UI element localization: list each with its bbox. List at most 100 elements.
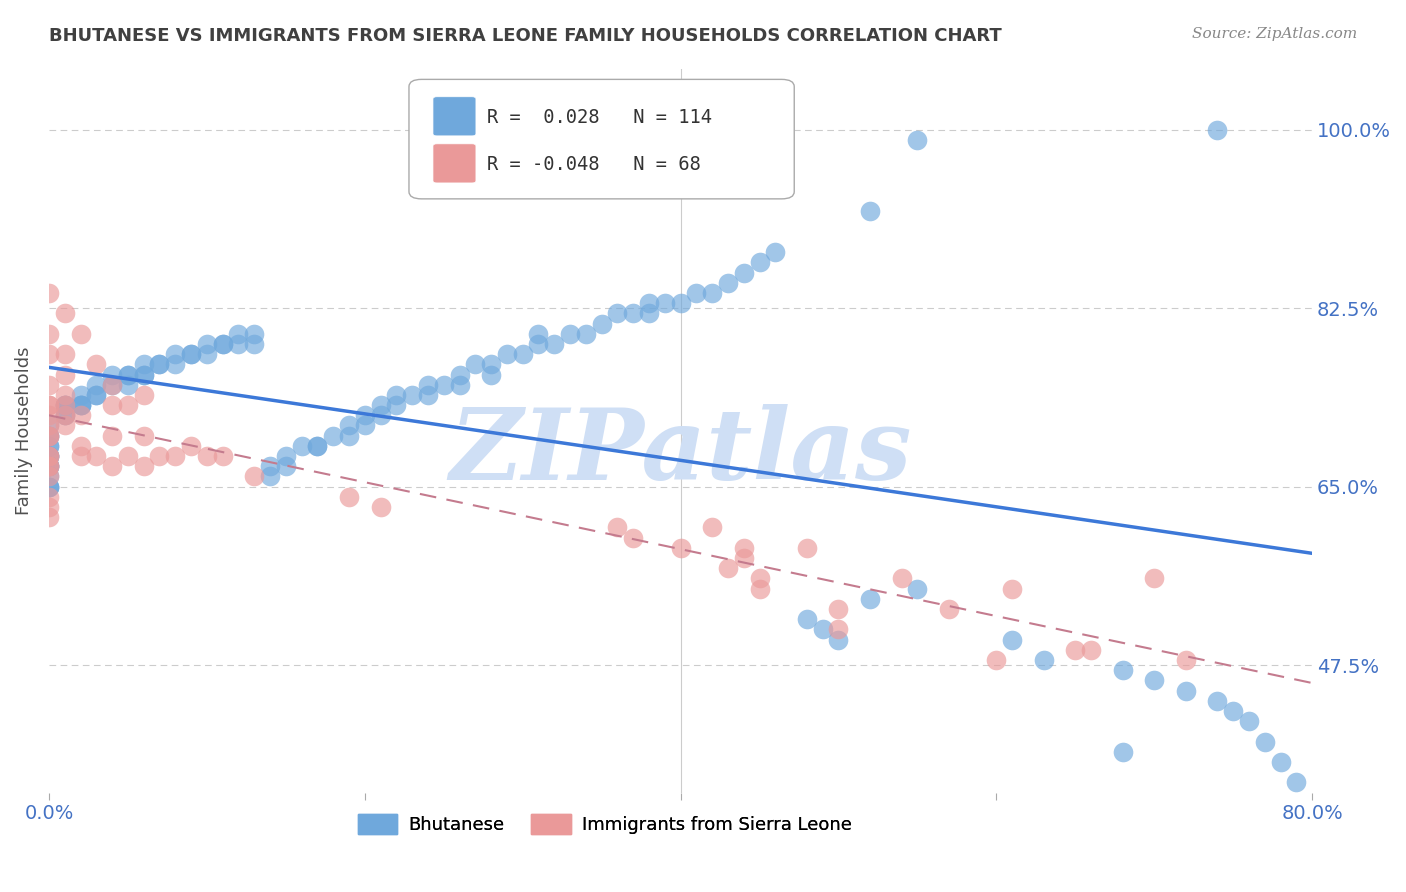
Point	[591, 317, 613, 331]
Point	[370, 398, 392, 412]
Point	[53, 398, 76, 412]
Point	[1254, 734, 1277, 748]
Point	[69, 449, 91, 463]
Point	[733, 541, 755, 555]
Point	[1111, 663, 1133, 677]
Point	[38, 428, 60, 442]
Point	[69, 409, 91, 423]
Point	[890, 572, 912, 586]
Point	[132, 428, 155, 442]
Point	[575, 326, 598, 341]
Point	[38, 377, 60, 392]
Point	[117, 368, 139, 382]
Point	[938, 602, 960, 616]
Point	[748, 572, 770, 586]
Point	[449, 368, 471, 382]
Point	[243, 337, 266, 351]
Point	[385, 388, 408, 402]
Point	[543, 337, 565, 351]
Point	[1237, 714, 1260, 729]
Point	[132, 388, 155, 402]
Point	[38, 459, 60, 474]
Point	[53, 388, 76, 402]
Point	[1206, 694, 1229, 708]
Point	[69, 439, 91, 453]
Point	[700, 520, 723, 534]
Point	[638, 306, 661, 320]
FancyBboxPatch shape	[433, 144, 475, 183]
Point	[38, 428, 60, 442]
Point	[717, 276, 740, 290]
Text: R = -0.048   N = 68: R = -0.048 N = 68	[488, 155, 702, 174]
Point	[53, 306, 76, 320]
Point	[53, 368, 76, 382]
Point	[527, 326, 550, 341]
Point	[685, 285, 707, 300]
Point	[117, 377, 139, 392]
Point	[86, 388, 108, 402]
Point	[1080, 643, 1102, 657]
Point	[621, 306, 644, 320]
Point	[53, 409, 76, 423]
Point	[512, 347, 534, 361]
Point	[905, 582, 928, 596]
Point	[38, 398, 60, 412]
Point	[527, 337, 550, 351]
Point	[337, 428, 360, 442]
Point	[86, 357, 108, 371]
Point	[748, 582, 770, 596]
Point	[827, 632, 849, 647]
Point	[401, 388, 423, 402]
Point	[211, 337, 233, 351]
Point	[38, 326, 60, 341]
Point	[307, 439, 329, 453]
Point	[717, 561, 740, 575]
Point	[1222, 704, 1244, 718]
Point	[1143, 673, 1166, 688]
Text: R =  0.028   N = 114: R = 0.028 N = 114	[488, 108, 713, 127]
Point	[243, 326, 266, 341]
Point	[53, 409, 76, 423]
Point	[669, 296, 692, 310]
Text: BHUTANESE VS IMMIGRANTS FROM SIERRA LEONE FAMILY HOUSEHOLDS CORRELATION CHART: BHUTANESE VS IMMIGRANTS FROM SIERRA LEON…	[49, 27, 1002, 45]
Point	[337, 418, 360, 433]
Point	[1206, 122, 1229, 136]
Point	[1064, 643, 1087, 657]
Point	[1032, 653, 1054, 667]
Point	[464, 357, 486, 371]
Point	[101, 398, 124, 412]
Text: ZIPatlas: ZIPatlas	[450, 404, 911, 500]
Point	[132, 368, 155, 382]
Point	[180, 439, 202, 453]
Point	[1285, 775, 1308, 789]
Point	[1001, 632, 1024, 647]
Point	[243, 469, 266, 483]
Point	[38, 459, 60, 474]
Point	[38, 449, 60, 463]
Point	[211, 337, 233, 351]
Point	[38, 347, 60, 361]
Point	[165, 357, 187, 371]
Point	[606, 306, 628, 320]
Y-axis label: Family Households: Family Households	[15, 346, 32, 515]
Point	[1001, 582, 1024, 596]
Point	[101, 377, 124, 392]
Point	[38, 439, 60, 453]
Text: Source: ZipAtlas.com: Source: ZipAtlas.com	[1191, 27, 1357, 41]
Point	[228, 326, 250, 341]
Point	[259, 459, 281, 474]
Point	[796, 541, 818, 555]
Point	[69, 398, 91, 412]
Point	[101, 368, 124, 382]
Point	[274, 449, 297, 463]
Point	[69, 398, 91, 412]
Point	[748, 255, 770, 269]
Point	[117, 449, 139, 463]
Point	[148, 357, 170, 371]
Point	[38, 480, 60, 494]
Point	[905, 133, 928, 147]
Point	[385, 398, 408, 412]
Point	[38, 480, 60, 494]
Point	[53, 398, 76, 412]
Point	[38, 418, 60, 433]
